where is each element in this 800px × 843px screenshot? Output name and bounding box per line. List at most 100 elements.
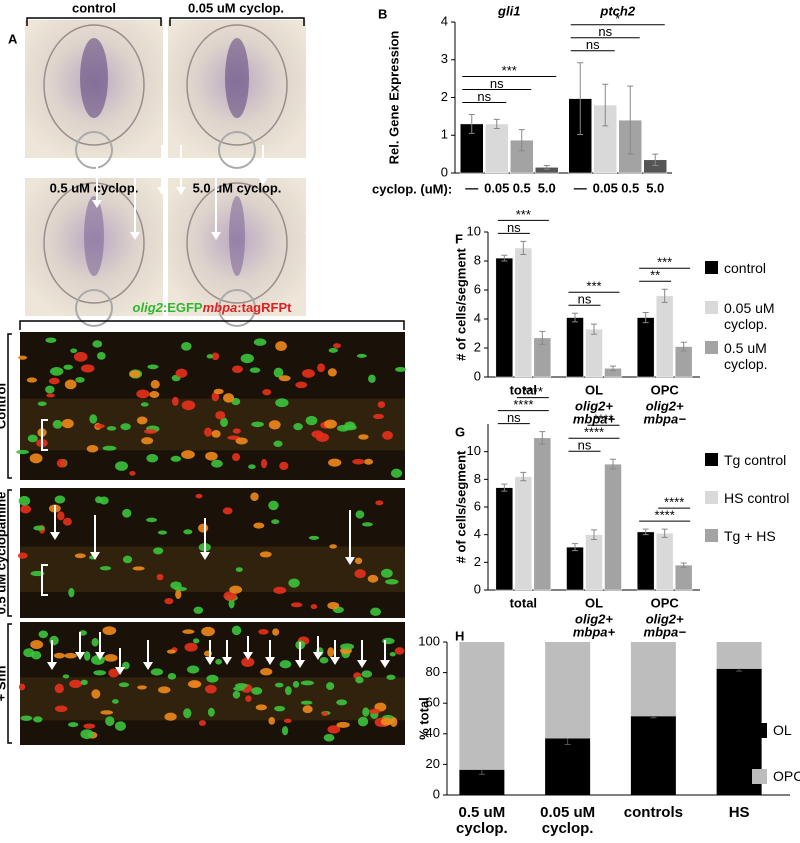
y-tick-label: 4: [474, 526, 481, 541]
arrow-head: [90, 552, 100, 560]
side-bracket: [7, 489, 12, 617]
cell: [17, 355, 28, 360]
error-bar: [610, 458, 616, 470]
cell: [187, 665, 200, 674]
section-label: 0.5 uM cyclop.: [50, 180, 139, 195]
cell: [240, 353, 254, 364]
y-axis-label: # of cells/segment: [453, 450, 468, 563]
cell: [390, 468, 403, 478]
cell: [368, 708, 381, 714]
cell: [232, 690, 241, 699]
y-tick-label: 0: [474, 368, 481, 383]
cell: [278, 375, 291, 382]
significance-label: ****: [513, 397, 533, 412]
cell: [251, 421, 264, 428]
significance-label: ***: [657, 255, 672, 270]
cell: [64, 379, 77, 390]
category-label: 0.5 uM cyclop.: [456, 804, 508, 837]
y-axis-label: # of cells/segment: [453, 247, 468, 360]
category-sublabel: mbpa−: [644, 624, 687, 639]
cell: [150, 379, 160, 389]
significance-label: ns: [507, 220, 521, 235]
legend-label: Tg control: [724, 452, 787, 468]
cell: [293, 423, 303, 431]
cell: [327, 601, 340, 610]
cell: [275, 398, 289, 408]
cell: [181, 341, 192, 351]
cell: [355, 676, 364, 684]
error-bar: [652, 153, 659, 166]
arrow-head: [200, 552, 210, 560]
error-bar: [501, 254, 508, 262]
error-bar: [520, 471, 527, 482]
cell: [30, 639, 44, 650]
cell: [340, 643, 355, 650]
cell: [74, 553, 86, 559]
cell: [45, 337, 57, 343]
cell: [108, 668, 120, 678]
error-bar: [642, 311, 649, 324]
bracket-mark: [41, 419, 48, 451]
header-part: :tagRFPt: [237, 300, 292, 315]
y-tick-label: 10: [467, 443, 481, 458]
cell: [92, 340, 103, 348]
bar: [514, 247, 533, 378]
image-header: olig2:EGFPmbpa:tagRFPt: [133, 300, 293, 315]
cell: [245, 695, 252, 702]
cell: [377, 401, 386, 408]
arrow-head: [258, 177, 268, 185]
cell: [223, 393, 235, 403]
cell: [321, 711, 329, 717]
cell: [362, 707, 370, 717]
y-tick-label: 6: [474, 498, 481, 513]
significance-label: ns: [578, 438, 592, 453]
category-label: OL: [585, 595, 603, 610]
significance-label: ns: [477, 89, 491, 104]
cell: [115, 461, 129, 471]
y-tick-label: 2: [474, 339, 481, 354]
header-part: olig2: [133, 300, 164, 315]
significance-label: ns: [586, 37, 600, 52]
cell: [33, 525, 45, 531]
bar-segment: [630, 716, 676, 795]
y-tick-label: 8: [474, 252, 481, 267]
category-label: total: [510, 382, 537, 397]
cell: [102, 626, 117, 635]
cell: [327, 647, 335, 658]
cell: [198, 720, 207, 726]
category-label: 0.05 uM cyclop.: [540, 804, 596, 837]
cell: [136, 416, 148, 425]
cell: [317, 363, 326, 373]
cell: [63, 364, 73, 370]
cell: [268, 500, 279, 511]
cell: [86, 445, 99, 453]
cell: [328, 347, 338, 353]
cell: [129, 470, 136, 476]
cell: [206, 354, 214, 359]
significance-label: ***: [516, 207, 531, 222]
cell: [300, 700, 313, 705]
cell: [137, 685, 147, 690]
cell: [53, 652, 65, 659]
cell: [368, 374, 376, 383]
legend-label: Tg + HS: [724, 528, 776, 544]
cell: [195, 493, 203, 499]
notochord: [75, 131, 113, 169]
arrow-head: [176, 187, 186, 195]
legend-swatch: [752, 723, 767, 738]
y-tick-label: 6: [474, 281, 481, 296]
category-sublabel: olig2+: [575, 398, 613, 413]
cell: [54, 495, 66, 504]
cell: [386, 674, 396, 680]
arrow-head: [95, 652, 105, 660]
cell: [259, 551, 272, 558]
bar: [674, 564, 693, 591]
cell: [211, 352, 220, 361]
error-bar: [520, 240, 527, 255]
bar-label: 5.0: [646, 180, 664, 195]
significance-label: ns: [507, 410, 521, 425]
cell: [288, 578, 300, 588]
tissue-outline: [43, 24, 145, 146]
